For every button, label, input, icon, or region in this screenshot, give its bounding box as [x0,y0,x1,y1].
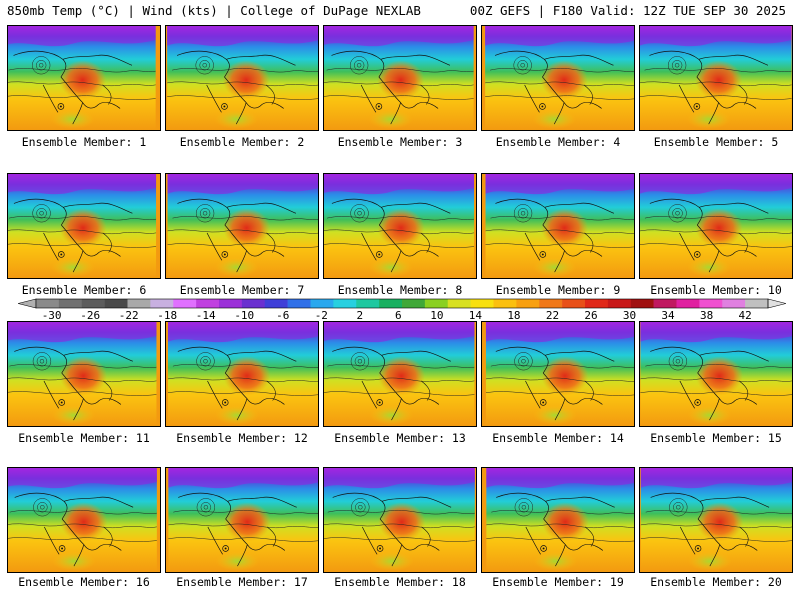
colorbar-tick-label: -26 [80,309,100,321]
ensemble-map [481,173,635,279]
ensemble-map [165,25,319,131]
colorbar-segment [310,299,334,308]
colorbar-segment [539,299,563,308]
colorbar-segment [241,299,266,308]
colorbar-tick-label: -14 [196,309,216,321]
colorbar-segment [585,299,609,308]
ensemble-map [323,25,477,131]
colorbar-segment [493,299,517,308]
ensemble-member-label: Ensemble Member: 19 [492,575,624,589]
ensemble-map [639,173,793,279]
ensemble-map [323,173,477,279]
ensemble-map [7,321,161,427]
ensemble-map [7,467,161,573]
colorbar-segment [356,299,380,308]
colorbar-segment [196,299,220,308]
colorbar-tick-label: 34 [661,309,675,321]
colorbar-tick-label: -22 [119,309,139,321]
colorbar-segment [676,299,700,308]
colorbar-tick-label: 14 [469,309,483,321]
ensemble-map [481,467,635,573]
colorbar-segment [287,299,311,308]
header-title: 850mb Temp (°C) | Wind (kts) | College o… [7,3,421,18]
colorbar-segment [333,299,357,308]
colorbar-segment [36,299,60,308]
ensemble-member-label: Ensemble Member: 6 [21,283,147,297]
ensemble-member-label: Ensemble Member: 16 [18,575,150,589]
colorbar-tick-label: 10 [430,309,443,321]
ensemble-map [165,467,319,573]
ensemble-member-label: Ensemble Member: 7 [179,283,305,297]
ensemble-map [639,25,793,131]
temperature-colorbar: -30 -26 -22 -18 -14 -10 -6 -2 2 6 10 14 18 22 26 30 34 38… [18,298,786,321]
colorbar-segment [173,299,197,308]
ensemble-member-label: Ensemble Member: 4 [495,135,621,149]
ensemble-member-label: Ensemble Member: 3 [337,135,463,149]
ensemble-member-label: Ensemble Member: 18 [334,575,466,589]
ensemble-map [639,321,793,427]
ensemble-map [7,25,161,131]
colorbar-segment [722,299,746,308]
colorbar-tick-label: 30 [623,309,636,321]
colorbar-segment [379,299,403,308]
ensemble-member-label: Ensemble Member: 15 [650,431,782,445]
colorbar-segment [424,299,449,308]
ensemble-member-label: Ensemble Member: 11 [18,431,150,445]
colorbar-tick-label: 26 [584,309,597,321]
colorbar-segment [745,299,769,308]
ensemble-map [481,25,635,131]
colorbar-segment [219,299,243,308]
ensemble-map [165,321,319,427]
colorbar-segment [630,299,654,308]
colorbar-segment [470,299,494,308]
colorbar-arrow-left [18,298,37,309]
colorbar-tick-label: 2 [357,309,364,321]
colorbar-tick-label: -6 [276,309,289,321]
header-valid-time: 00Z GEFS | F180 Valid: 12Z TUE SEP 30 20… [469,3,786,18]
ensemble-member-label: Ensemble Member: 1 [21,135,147,149]
colorbar-tick-label: -30 [42,309,62,321]
colorbar-tick-label: 42 [738,309,751,321]
colorbar-segment [58,299,83,308]
colorbar-segment [516,299,540,308]
colorbar-segment [562,299,586,308]
colorbar-tick-label: 22 [546,309,559,321]
ensemble-map [323,321,477,427]
ensemble-member-label: Ensemble Member: 8 [337,283,463,297]
colorbar-tick-label: 6 [395,309,402,321]
ensemble-member-label: Ensemble Member: 13 [334,431,466,445]
colorbar-tick-label: 38 [700,309,713,321]
ensemble-member-label: Ensemble Member: 9 [495,283,621,297]
ensemble-member-label: Ensemble Member: 14 [492,431,624,445]
colorbar-tick-label: 18 [507,309,520,321]
ensemble-member-label: Ensemble Member: 20 [650,575,782,589]
ensemble-member-label: Ensemble Member: 5 [653,135,779,149]
colorbar-tick-label: -10 [234,309,254,321]
colorbar-segment [81,299,105,308]
ensemble-member-label: Ensemble Member: 12 [176,431,308,445]
colorbar-tick-label: -18 [157,309,177,321]
colorbar-segment [402,299,426,308]
ensemble-map [323,467,477,573]
colorbar-segment [104,299,128,308]
colorbar-segment [127,299,151,308]
ensemble-member-label: Ensemble Member: 10 [650,283,782,297]
ensemble-map [165,173,319,279]
colorbar-arrow-right [767,298,786,309]
ensemble-map [7,173,161,279]
colorbar-segment [653,299,677,308]
ensemble-map [639,467,793,573]
colorbar-segment [607,299,632,308]
colorbar-tick-label: -2 [315,309,328,321]
ensemble-member-label: Ensemble Member: 2 [179,135,305,149]
colorbar-segment [264,299,288,308]
ensemble-map [481,321,635,427]
colorbar-segment [150,299,174,308]
ensemble-member-label: Ensemble Member: 17 [176,575,308,589]
colorbar-segment [447,299,471,308]
colorbar-segment [699,299,723,308]
